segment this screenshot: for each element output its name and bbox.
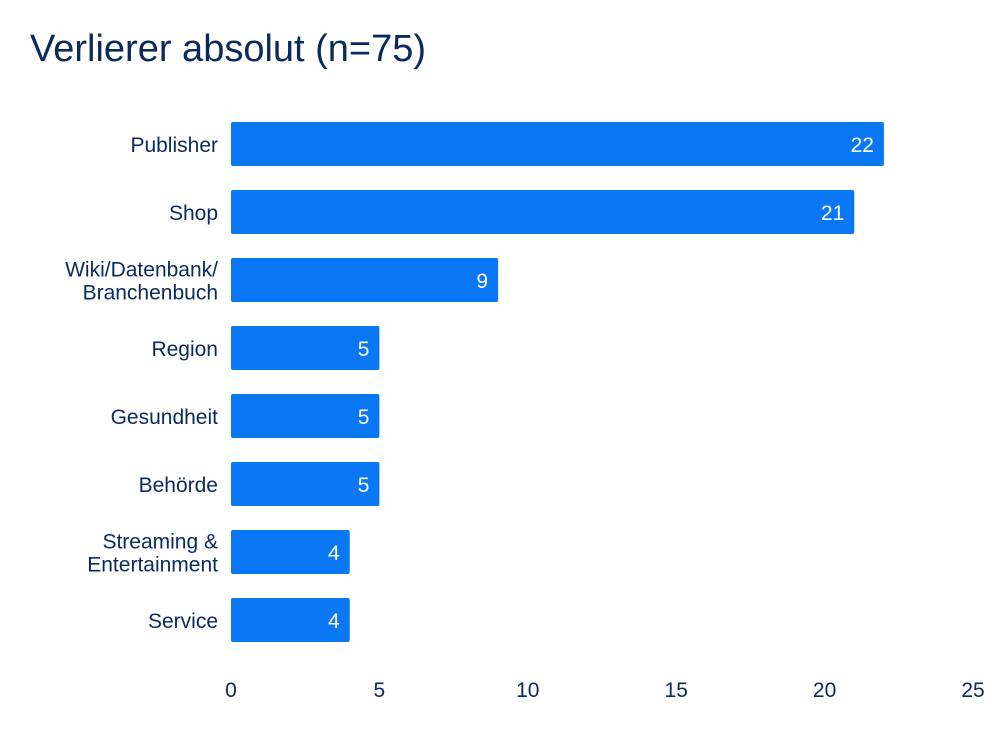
category-label-line: Region bbox=[151, 338, 218, 361]
bar bbox=[231, 190, 855, 234]
data-label: 9 bbox=[476, 270, 488, 293]
category-label: Shop bbox=[169, 202, 218, 225]
category-label-line: Service bbox=[148, 610, 218, 633]
bar bbox=[231, 394, 380, 438]
bars-group: 22 21 9 5 5 5 4 4 bbox=[231, 122, 884, 642]
category-label: Publisher bbox=[130, 134, 218, 157]
category-label: Gesundheit bbox=[111, 406, 219, 429]
x-tick-label: 0 bbox=[225, 679, 237, 702]
chart-title: Verlierer absolut (n=75) bbox=[30, 28, 427, 70]
category-label: Service bbox=[148, 610, 218, 633]
x-tick-label: 15 bbox=[665, 679, 688, 702]
category-label-line: Shop bbox=[169, 202, 218, 225]
data-label: 21 bbox=[821, 202, 844, 225]
data-label: 22 bbox=[851, 134, 874, 157]
x-tick-label: 5 bbox=[374, 679, 386, 702]
category-label: Streaming & Entertainment bbox=[87, 531, 218, 577]
x-tick-label: 25 bbox=[961, 679, 984, 702]
category-label-line: Behörde bbox=[139, 474, 218, 497]
category-label-line: Gesundheit bbox=[111, 406, 219, 429]
category-label-line: Publisher bbox=[130, 134, 218, 157]
data-label: 4 bbox=[328, 542, 340, 565]
data-label: 5 bbox=[358, 406, 370, 429]
category-labels-group: Publisher Shop Wiki/Datenbank/Branchenbuch… bbox=[65, 134, 218, 633]
x-axis-ticks-group: 0 5 10 15 20 25 bbox=[225, 679, 985, 702]
bar bbox=[231, 598, 350, 642]
x-tick-label: 10 bbox=[516, 679, 539, 702]
bar bbox=[231, 258, 499, 302]
bar bbox=[231, 122, 884, 166]
category-label-line: Entertainment bbox=[87, 554, 218, 577]
category-label: Behörde bbox=[139, 474, 218, 497]
category-label-line: Branchenbuch bbox=[83, 282, 218, 305]
category-label: Wiki/Datenbank/Branchenbuch bbox=[65, 259, 218, 305]
x-tick-label: 20 bbox=[813, 679, 836, 702]
data-label: 4 bbox=[328, 610, 340, 633]
category-label-line: Wiki/Datenbank/ bbox=[65, 259, 218, 282]
data-label: 5 bbox=[358, 474, 370, 497]
category-label-line: Streaming & bbox=[102, 531, 218, 554]
bar bbox=[231, 530, 350, 574]
data-label: 5 bbox=[358, 338, 370, 361]
category-label: Region bbox=[151, 338, 218, 361]
bar bbox=[231, 462, 380, 506]
bar bbox=[231, 326, 380, 370]
